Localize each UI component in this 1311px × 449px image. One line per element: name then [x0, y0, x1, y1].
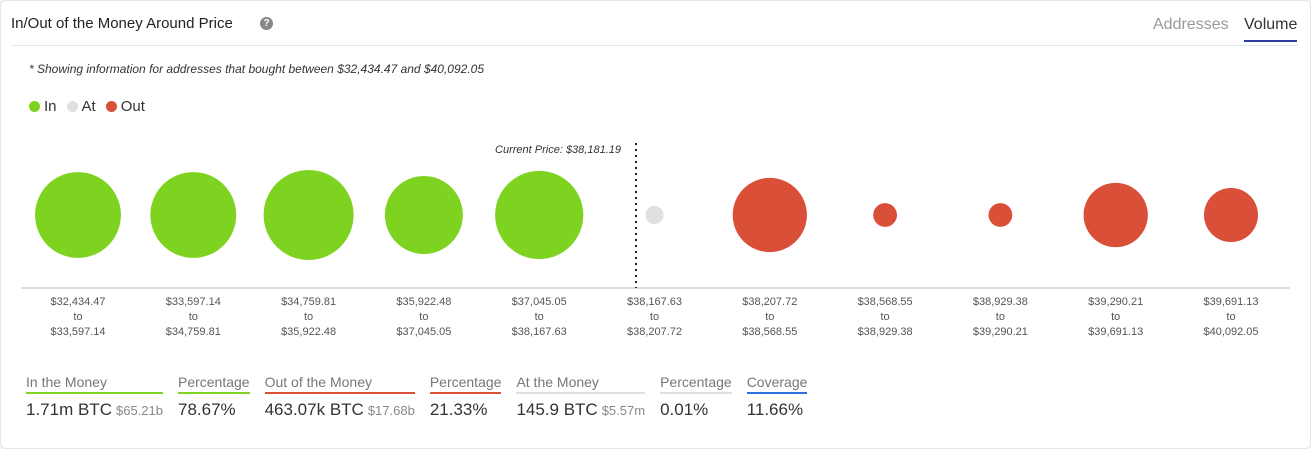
bubble-at[interactable]: [645, 206, 664, 224]
tick-label-to-value: $38,167.63: [512, 326, 567, 338]
legend-in[interactable]: In: [29, 98, 57, 115]
stat-value-text: 463.07k BTC: [264, 400, 364, 419]
stat-6: Coverage 11.66%: [746, 374, 808, 420]
stat-label: Coverage: [746, 374, 808, 394]
tick-label-from: $34,759.81: [281, 296, 336, 308]
tick-label-to: to: [1226, 311, 1235, 323]
stat-value-text: 0.01%: [660, 400, 709, 419]
stat-value: 145.9 BTC $5.57m: [516, 400, 645, 420]
stat-value: 11.66%: [747, 400, 808, 420]
legend-dot-at: [66, 101, 78, 112]
stat-value: 1.71m BTC $65.21b: [26, 400, 163, 420]
question-circle-icon[interactable]: ?: [260, 17, 273, 30]
tick-label-to-value: $33,597.14: [50, 326, 105, 338]
tick-label-from: $37,045.05: [512, 296, 567, 308]
stat-3: Percentage 21.33%: [429, 374, 502, 420]
legend-label: Out: [120, 98, 145, 115]
stat-label: Percentage: [177, 374, 250, 394]
legend-dot-out: [105, 101, 117, 112]
bubble-out[interactable]: [732, 177, 807, 253]
tick-label-to: to: [1111, 311, 1120, 323]
tick-label-to: to: [996, 311, 1005, 323]
stat-label: Percentage: [429, 374, 502, 394]
stat-value-text: 11.66%: [746, 400, 804, 419]
tick-label-from: $38,207.72: [742, 296, 797, 308]
stat-label: Out of the Money: [264, 374, 415, 394]
tick-label-from: $33,597.14: [166, 296, 221, 308]
divider: [11, 45, 1298, 46]
tick-label-to: to: [304, 311, 313, 323]
tick-label-from: $39,691.13: [1203, 296, 1258, 308]
bubble-out[interactable]: [873, 203, 898, 227]
stat-value-text: 145.9 BTC: [516, 400, 598, 419]
range-note: * Showing information for addresses that…: [29, 62, 484, 76]
legend-label: In: [44, 98, 57, 115]
tick-label-from: $38,167.63: [627, 296, 682, 308]
tick-label-to-value: $35,922.48: [281, 326, 336, 338]
stat-1: Percentage 78.67%: [177, 374, 250, 420]
tick-label-from: $39,290.21: [1088, 296, 1143, 308]
tick-label-to-value: $38,568.55: [742, 326, 797, 338]
stat-usd: $17.68b: [367, 403, 415, 418]
stat-value-text: 21.33%: [429, 400, 488, 419]
stat-0: In the Money 1.71m BTC $65.21b: [26, 374, 163, 420]
card-title: In/Out of the Money Around Price: [11, 15, 233, 32]
stat-usd: $65.21b: [115, 403, 163, 418]
bubble-in[interactable]: [35, 172, 121, 258]
tick-label-to-value: $38,207.72: [627, 326, 682, 338]
legend-dot-in: [29, 101, 40, 112]
tick-label-from: $35,922.48: [396, 296, 451, 308]
bubble-in[interactable]: [495, 170, 584, 260]
tick-label-to: to: [189, 311, 198, 323]
stat-4: At the Money 145.9 BTC $5.57m: [516, 374, 646, 420]
bubble-out[interactable]: [988, 203, 1013, 227]
tab-addresses[interactable]: Addresses: [1153, 16, 1229, 33]
legend-at[interactable]: At: [66, 98, 96, 115]
bubble-out[interactable]: [1204, 188, 1258, 242]
tick-label-to-value: $38,929.38: [858, 326, 913, 338]
stat-usd: $5.57m: [601, 403, 646, 418]
tick-label-to: to: [419, 311, 428, 323]
tick-label-to-value: $37,045.05: [396, 326, 451, 338]
tick-label-to-value: $39,691.13: [1088, 326, 1143, 338]
bubble-chart: Current Price: $38,181.19 $32,434.47 to $33…: [21, 143, 1290, 338]
bubble-out[interactable]: [1083, 182, 1148, 248]
stat-label: At the Money: [516, 374, 646, 394]
bubble-in[interactable]: [263, 170, 354, 260]
tab-volume[interactable]: Volume: [1244, 16, 1298, 42]
stat-value: 21.33%: [430, 400, 502, 420]
tick-label-to: to: [650, 311, 659, 323]
stats-row: In the Money 1.71m BTC $65.21b Percentage 78…: [26, 374, 808, 420]
stat-value: 463.07k BTC $17.68b: [265, 400, 415, 420]
current-price-label: Current Price: $38,181.19: [495, 144, 621, 156]
tick-label-from: $38,929.38: [973, 296, 1028, 308]
legend-out[interactable]: Out: [105, 98, 145, 115]
stat-value-text: 1.71m BTC: [26, 400, 112, 419]
tick-label-to: to: [73, 311, 82, 323]
tick-label-from: $32,434.47: [50, 296, 105, 308]
tick-label-from: $38,568.55: [858, 296, 913, 308]
tick-label-to-value: $39,290.21: [973, 326, 1028, 338]
legend-label: At: [81, 98, 96, 115]
stat-5: Percentage 0.01%: [660, 374, 732, 420]
stat-label: In the Money: [26, 374, 163, 394]
stat-value: 0.01%: [660, 400, 732, 420]
stat-label: Percentage: [660, 374, 732, 394]
bubble-in[interactable]: [384, 176, 463, 254]
tick-label-to: to: [535, 311, 544, 323]
stat-value-text: 78.67%: [177, 400, 236, 419]
legend: In At Out: [29, 98, 145, 115]
stat-2: Out of the Money 463.07k BTC $17.68b: [264, 374, 415, 420]
bubble-in[interactable]: [150, 172, 237, 258]
tick-label-to-value: $34,759.81: [166, 326, 221, 338]
tick-label-to: to: [765, 311, 774, 323]
tick-label-to-value: $40,092.05: [1203, 326, 1258, 338]
stat-value: 78.67%: [178, 400, 250, 420]
tick-label-to: to: [881, 311, 890, 323]
